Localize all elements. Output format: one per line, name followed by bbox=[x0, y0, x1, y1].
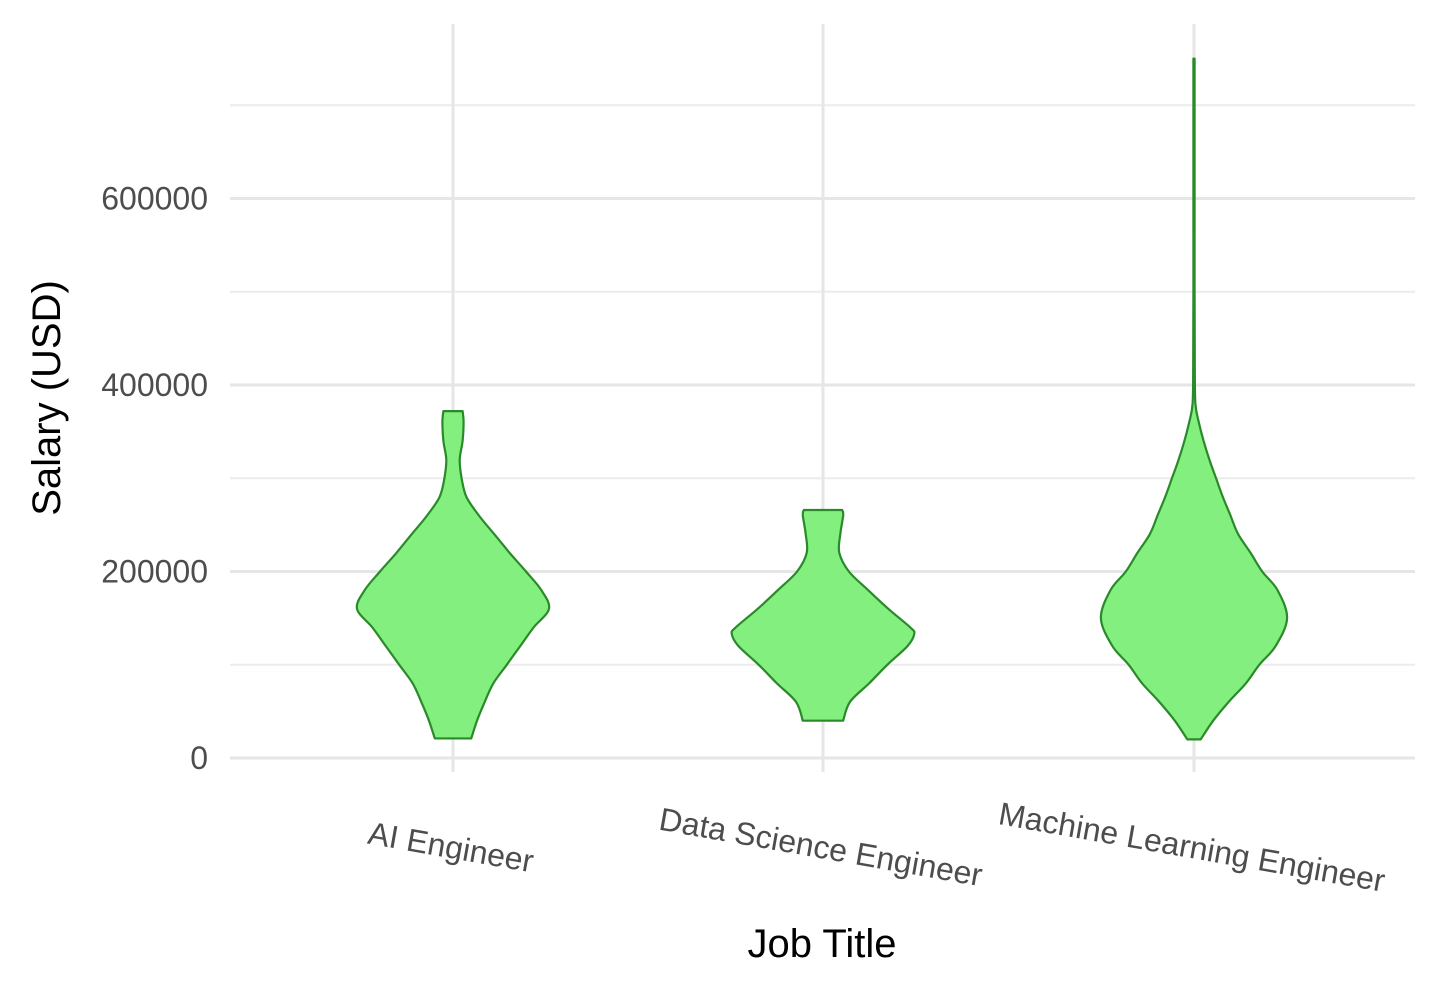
y-axis-title: Salary (USD) bbox=[25, 280, 69, 516]
y-tick-label: 0 bbox=[190, 740, 208, 776]
y-axis-ticks: 0 200000 400000 600000 bbox=[101, 181, 208, 777]
violin-layer bbox=[355, 57, 1289, 741]
x-tick-label: Data Science Engineer bbox=[657, 801, 986, 893]
x-tick-label: AI Engineer bbox=[365, 815, 536, 880]
y-tick-label: 200000 bbox=[101, 554, 208, 590]
y-tick-label: 400000 bbox=[101, 367, 208, 403]
violin-ai-engineer bbox=[355, 410, 551, 740]
x-tick-label: Machine Learning Engineer bbox=[996, 795, 1388, 898]
violin-data-science-engineer bbox=[730, 508, 916, 722]
x-axis-ticks: AI Engineer Data Science Engineer Machine … bbox=[365, 795, 1388, 898]
violin-machine-learning-engineer bbox=[1099, 57, 1289, 741]
x-axis-title: Job Title bbox=[748, 922, 897, 966]
y-tick-label: 600000 bbox=[101, 181, 208, 217]
